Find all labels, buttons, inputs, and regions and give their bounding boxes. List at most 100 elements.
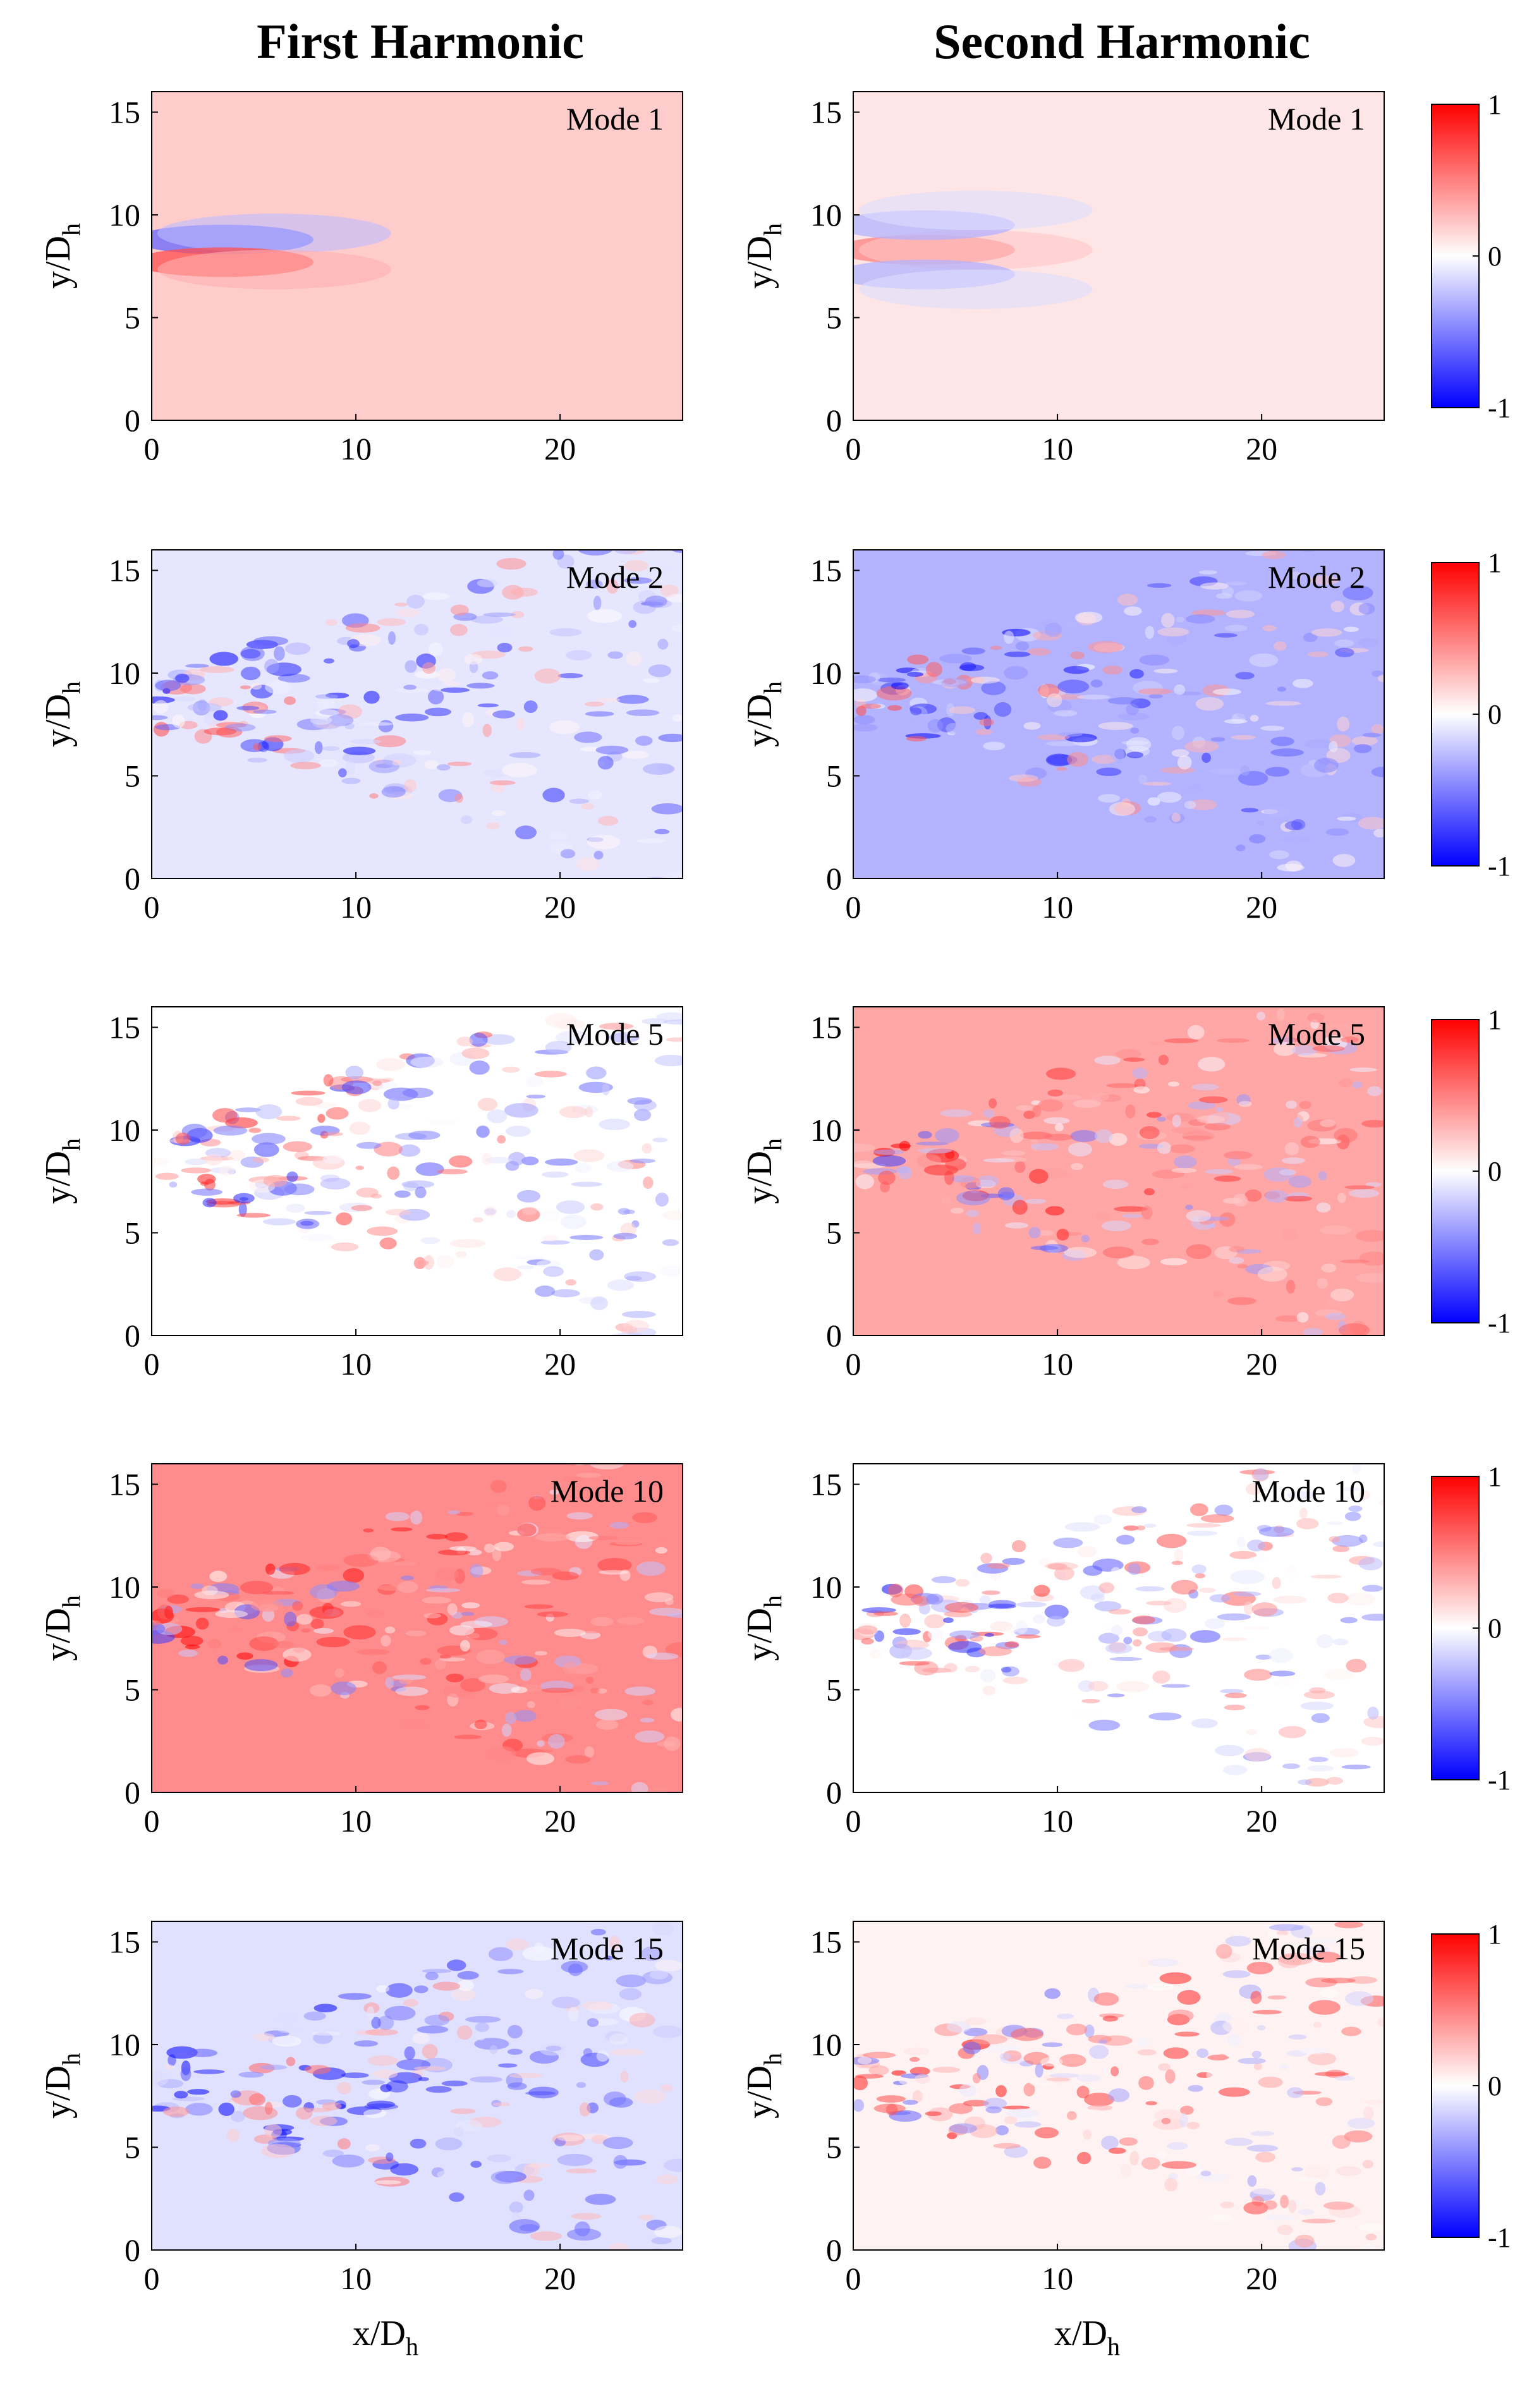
flow-blob bbox=[385, 1208, 411, 1216]
flow-blob bbox=[1163, 2047, 1189, 2059]
flow-blob bbox=[650, 565, 672, 575]
flow-blob bbox=[1200, 582, 1229, 590]
flow-blob bbox=[300, 1628, 312, 1633]
y-tick-label: 0 bbox=[125, 1318, 140, 1353]
flow-blob bbox=[437, 2170, 458, 2179]
flow-blob bbox=[1215, 593, 1232, 599]
flow-blob bbox=[1246, 1961, 1274, 1974]
flow-blob bbox=[1247, 1539, 1265, 1552]
mode-label: Mode 2 bbox=[566, 559, 664, 595]
y-axis-label-sub: h bbox=[758, 223, 787, 236]
flow-blob bbox=[664, 2158, 683, 2172]
flow-blob bbox=[1108, 2148, 1126, 2154]
flow-blob bbox=[1167, 1081, 1180, 1087]
flow-blob bbox=[1094, 1055, 1121, 1065]
flow-blob bbox=[1287, 1491, 1315, 1499]
flow-blob bbox=[459, 1639, 470, 1652]
flow-blob bbox=[873, 1149, 904, 1155]
flow-blob bbox=[1360, 518, 1384, 528]
flow-blob bbox=[1087, 641, 1123, 654]
flow-blob bbox=[625, 1027, 659, 1038]
flow-blob bbox=[164, 2064, 174, 2070]
y-tick-label: 5 bbox=[125, 2130, 140, 2165]
flow-blob bbox=[513, 1710, 537, 1722]
flow-blob bbox=[415, 1705, 430, 1710]
flow-blob bbox=[1361, 1614, 1384, 1621]
flow-blob bbox=[620, 2070, 629, 2083]
flow-blob bbox=[1358, 602, 1375, 615]
flow-blob bbox=[1198, 570, 1217, 575]
flow-blob bbox=[1016, 1620, 1028, 1634]
flow-blob bbox=[391, 1527, 413, 1532]
flow-blob bbox=[1210, 768, 1241, 775]
flow-blob bbox=[1309, 1756, 1329, 1763]
flow-blob bbox=[1132, 1067, 1148, 1079]
flow-blob bbox=[577, 1039, 600, 1047]
flow-blob bbox=[569, 1234, 604, 1240]
flow-blob bbox=[1002, 1557, 1025, 1565]
flow-blob bbox=[946, 723, 961, 734]
y-tick-label: 15 bbox=[109, 553, 140, 588]
flow-blob bbox=[926, 1593, 944, 1605]
y-tick-label: 0 bbox=[125, 403, 140, 438]
flow-blob bbox=[1124, 606, 1142, 616]
flow-blob bbox=[1296, 1312, 1309, 1323]
flow-blob bbox=[1245, 1483, 1262, 1495]
flow-blob bbox=[309, 1684, 332, 1697]
flow-blob bbox=[648, 1537, 668, 1546]
flow-blob bbox=[906, 736, 927, 742]
flow-blob bbox=[377, 2016, 394, 2031]
flow-blob bbox=[251, 683, 262, 690]
flow-blob bbox=[576, 994, 587, 1005]
colorbar-tick-label: 1 bbox=[1488, 89, 1502, 120]
flow-blob bbox=[1186, 2122, 1200, 2129]
flow-blob bbox=[420, 1237, 441, 1244]
flow-blob bbox=[523, 2189, 535, 2201]
flow-blob bbox=[1163, 1598, 1187, 1613]
flow-blob bbox=[304, 1210, 332, 1215]
flow-blob bbox=[623, 1209, 635, 1215]
colorbar-tick-label: -1 bbox=[1488, 851, 1511, 882]
flow-blob bbox=[943, 1617, 954, 1624]
flow-blob bbox=[387, 1097, 399, 1110]
flow-blob bbox=[1265, 2215, 1296, 2221]
flow-blob bbox=[1224, 719, 1248, 724]
flow-blob bbox=[1044, 1133, 1073, 1141]
flow-blob bbox=[657, 638, 669, 650]
flow-blob bbox=[356, 1141, 382, 1149]
flow-blob bbox=[1250, 2131, 1275, 2136]
flow-blob bbox=[353, 2040, 378, 2047]
flow-blob bbox=[1145, 2101, 1157, 2106]
flow-blob bbox=[1307, 651, 1329, 657]
flow-blob bbox=[1201, 752, 1211, 763]
flow-blob bbox=[1244, 1669, 1272, 1681]
flow-blob bbox=[155, 1172, 179, 1180]
y-tick-label: 10 bbox=[109, 1569, 140, 1605]
flow-blob bbox=[1193, 782, 1202, 789]
flow-blob bbox=[892, 1628, 921, 1636]
flow-blob bbox=[539, 2044, 566, 2056]
flow-blob bbox=[414, 624, 429, 636]
flow-blob bbox=[506, 1210, 516, 1219]
flow-blob bbox=[909, 2057, 920, 2062]
y-tick-label: 10 bbox=[109, 197, 140, 233]
flow-blob bbox=[466, 1549, 482, 1555]
flow-blob bbox=[918, 1148, 952, 1154]
panel-frame bbox=[853, 549, 1385, 879]
flow-blob bbox=[568, 1963, 583, 1976]
flow-blob bbox=[1105, 1643, 1133, 1654]
y-tick-label: 5 bbox=[826, 2130, 842, 2165]
y-tick-label: 0 bbox=[125, 1775, 140, 1810]
flow-blob bbox=[903, 2100, 918, 2105]
flow-blob bbox=[370, 1547, 391, 1561]
flow-blob bbox=[1340, 1259, 1370, 1263]
field-pattern bbox=[853, 1464, 1384, 1787]
flow-blob bbox=[1186, 1244, 1212, 1259]
flow-blob bbox=[1023, 1110, 1035, 1119]
flow-blob bbox=[464, 654, 483, 665]
x-tick-label: 10 bbox=[340, 1346, 372, 1382]
flow-blob bbox=[412, 2033, 430, 2044]
flow-blob bbox=[1106, 1083, 1138, 1088]
flow-blob bbox=[1318, 1171, 1327, 1181]
flow-blob bbox=[1012, 1200, 1028, 1215]
